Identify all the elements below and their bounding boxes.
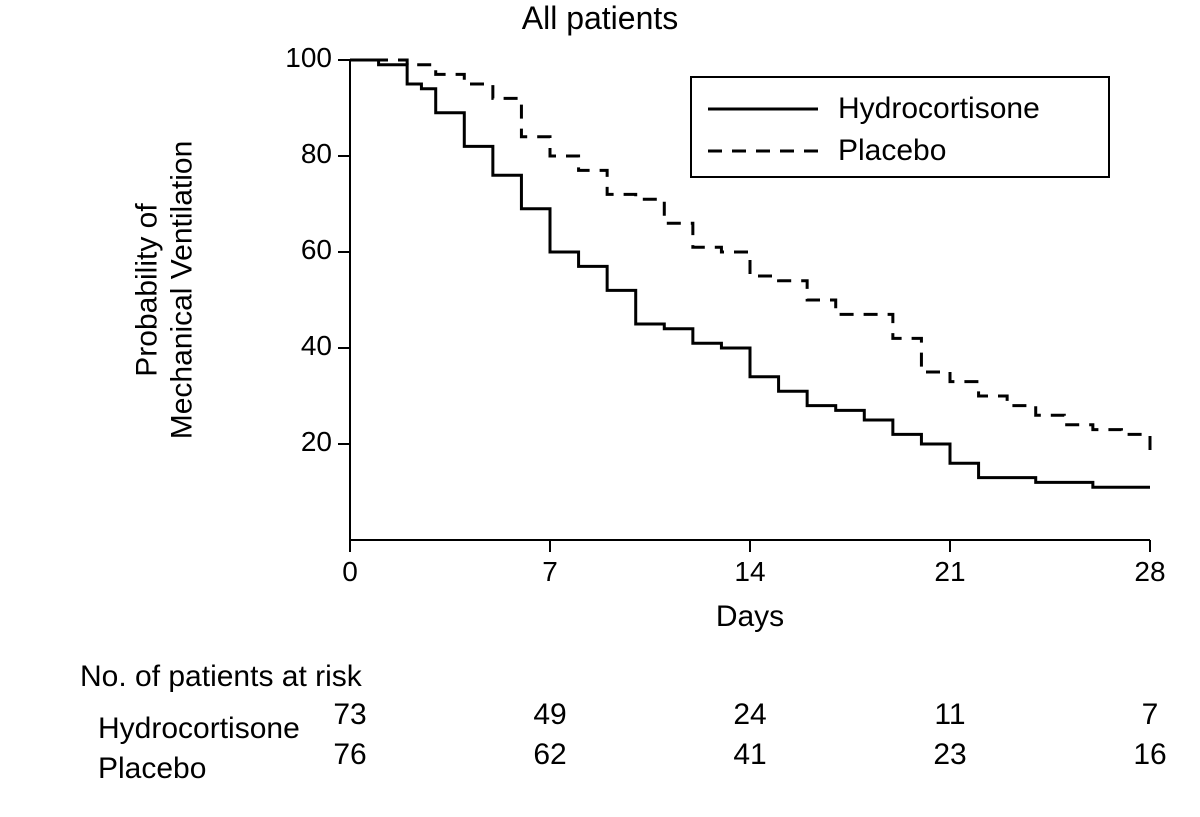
legend: Hydrocortisone Placebo xyxy=(690,76,1110,178)
risk-table-header: No. of patients at risk xyxy=(80,660,1160,694)
risk-cell: 41 xyxy=(720,738,780,772)
risk-cell: 16 xyxy=(1120,738,1180,772)
x-tick-label: 7 xyxy=(530,556,570,588)
legend-swatch-dashed xyxy=(708,136,818,166)
legend-label-hydrocortisone: Hydrocortisone xyxy=(838,92,1040,126)
figure-container: All patients Probability of Mechanical V… xyxy=(0,0,1200,817)
risk-cell: 73 xyxy=(320,698,380,732)
risk-cell: 24 xyxy=(720,698,780,732)
x-tick-label: 28 xyxy=(1130,556,1170,588)
x-tick-label: 21 xyxy=(930,556,970,588)
risk-cell: 23 xyxy=(920,738,980,772)
x-tick-label: 0 xyxy=(330,556,370,588)
y-tick-label: 20 xyxy=(272,426,332,458)
risk-cell: 7 xyxy=(1120,698,1180,732)
y-tick-label: 100 xyxy=(272,42,332,74)
y-tick-label: 60 xyxy=(272,234,332,266)
y-tick-label: 40 xyxy=(272,330,332,362)
x-axis-label: Days xyxy=(350,600,1150,634)
risk-table: No. of patients at risk Hydrocortisone73… xyxy=(80,660,1160,778)
y-axis-label: Probability of Mechanical Ventilation xyxy=(131,141,200,440)
y-tick-label: 80 xyxy=(272,138,332,170)
risk-row-label: Placebo xyxy=(80,752,332,786)
legend-label-placebo: Placebo xyxy=(838,134,946,168)
risk-row-label: Hydrocortisone xyxy=(80,712,332,746)
risk-cell: 11 xyxy=(920,698,980,732)
risk-row: Hydrocortisone734924117 xyxy=(80,698,1160,738)
risk-cell: 76 xyxy=(320,738,380,772)
legend-swatch-solid xyxy=(708,94,818,124)
risk-cell: 49 xyxy=(520,698,580,732)
legend-item-hydrocortisone: Hydrocortisone xyxy=(708,88,1092,130)
legend-item-placebo: Placebo xyxy=(708,130,1092,172)
x-tick-label: 14 xyxy=(730,556,770,588)
risk-cell: 62 xyxy=(520,738,580,772)
chart-title: All patients xyxy=(0,0,1200,37)
